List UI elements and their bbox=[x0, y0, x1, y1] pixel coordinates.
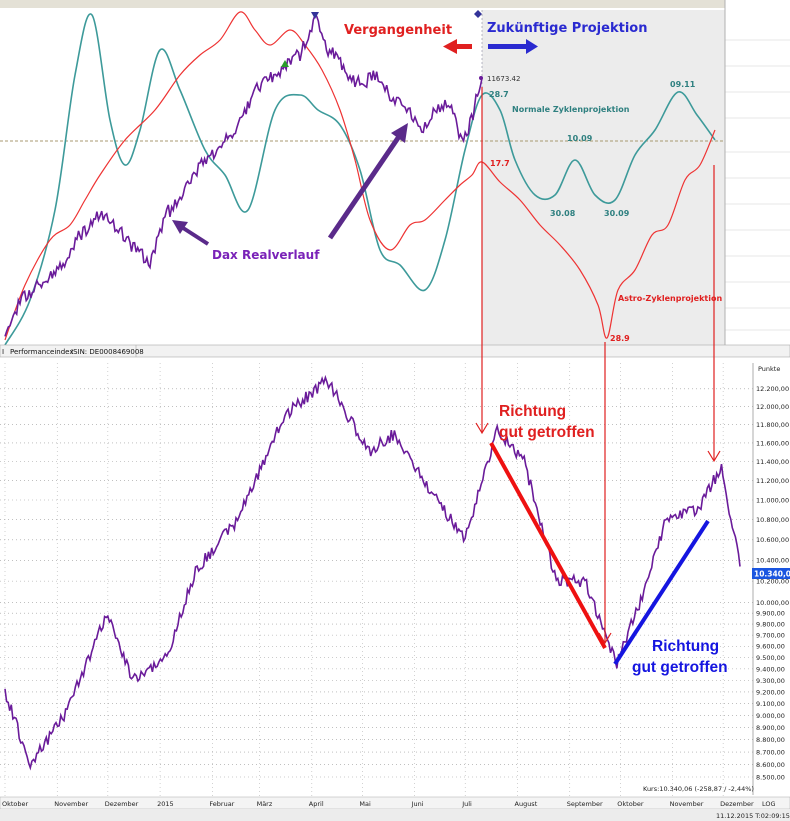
y-tick-label: 9.700,00 bbox=[756, 632, 785, 640]
label-dax-realverlauf: Dax Realverlauf bbox=[212, 248, 320, 262]
last-price-badge: 10.340,06 bbox=[754, 570, 790, 579]
y-axis-units: Punkte bbox=[758, 365, 780, 373]
top-status-strip bbox=[0, 0, 725, 8]
date-label: 28.9 bbox=[610, 334, 630, 343]
connector-arrows bbox=[475, 87, 721, 645]
normal-cycle-series-line bbox=[4, 13, 716, 346]
x-tick-label: Mai bbox=[359, 800, 371, 808]
y-tick-label: 10.000,00 bbox=[756, 599, 789, 607]
past-arrow bbox=[443, 39, 472, 54]
log-label: LOG bbox=[762, 800, 776, 808]
y-tick-label: 8.600,00 bbox=[756, 761, 785, 769]
x-tick-label: Juli bbox=[461, 800, 472, 808]
status-item-index: I bbox=[2, 348, 4, 356]
y-tick-label: 11.200,00 bbox=[756, 477, 789, 485]
annotation-2-line-2: gut getroffen bbox=[632, 659, 728, 676]
date-label: 10.09 bbox=[567, 134, 593, 143]
y-tick-label: 9.200,00 bbox=[756, 688, 785, 696]
y-tick-label: 10.400,00 bbox=[756, 557, 789, 565]
y-tick-label: 10.600,00 bbox=[756, 536, 789, 544]
date-label: 17.7 bbox=[490, 159, 510, 168]
y-tick-label: 9.600,00 bbox=[756, 643, 785, 651]
status-bar bbox=[0, 344, 790, 358]
y-tick-label: 8.700,00 bbox=[756, 748, 785, 756]
y-tick-label: 9.100,00 bbox=[756, 700, 785, 708]
y-tick-label: 11.000,00 bbox=[756, 496, 789, 504]
dax-top-series-line bbox=[4, 13, 483, 337]
last-price-badge-bg bbox=[752, 568, 790, 579]
label-astro-projection: Astro-Zyklenprojektion bbox=[618, 294, 722, 303]
y-tick-label: 11.800,00 bbox=[756, 421, 789, 429]
y-axis: 8.500,00 8.600,00 8.700,00 8.800,00 8.900,00… bbox=[756, 385, 789, 781]
bottom-grid bbox=[0, 363, 753, 797]
x-tick-label: September bbox=[567, 800, 603, 808]
astro-cycle-line bbox=[4, 11, 716, 341]
annotation-1-line-1: Richtung bbox=[499, 403, 566, 420]
x-tick-label: August bbox=[515, 800, 538, 808]
normal-cycle-line bbox=[4, 13, 716, 346]
y-tick-label: 9.900,00 bbox=[756, 610, 785, 618]
y-tick-label: 9.300,00 bbox=[756, 677, 785, 685]
future-arrow bbox=[488, 39, 538, 54]
date-label: 30.08 bbox=[550, 209, 576, 218]
y-tick-label: 12.200,00 bbox=[756, 385, 789, 393]
date-label: 28.7 bbox=[489, 90, 509, 99]
status-item-performance: Performanceindex bbox=[10, 348, 74, 356]
dax-series-line bbox=[4, 374, 741, 771]
y-tick-label: 9.400,00 bbox=[756, 665, 785, 673]
y-tick-label: 12.000,00 bbox=[756, 403, 789, 411]
x-tick-label: Dezember bbox=[720, 800, 754, 808]
x-tick-label: Juni bbox=[411, 800, 424, 808]
annotation-1-line-2: gut getroffen bbox=[499, 424, 595, 441]
y-tick-label: 9.000,00 bbox=[756, 712, 785, 720]
quote-text: Kurs:10.340,06 (-258,87 / -2,44%) bbox=[643, 785, 754, 793]
annotation-2-line-1: Richtung bbox=[652, 638, 719, 655]
top-right-gridlines bbox=[725, 39, 790, 331]
header-future: Zukünftige Projektion bbox=[487, 21, 647, 36]
x-tick-label: November bbox=[670, 800, 704, 808]
x-tick-label: März bbox=[257, 800, 273, 808]
y-tick-label: 8.800,00 bbox=[756, 736, 785, 744]
y-tick-label: 9.800,00 bbox=[756, 621, 785, 629]
dax-pointer-arrows bbox=[172, 123, 408, 246]
x-tick-label: Oktober bbox=[2, 800, 29, 808]
trend-down-line bbox=[489, 442, 607, 649]
astro-cycle-series-line bbox=[4, 11, 716, 341]
x-axis: Oktober November Dezember 2015 Februar März Ap… bbox=[2, 800, 754, 808]
y-tick-label: 9.500,00 bbox=[756, 654, 785, 662]
x-tick-label: November bbox=[54, 800, 88, 808]
dax-top-line bbox=[4, 13, 483, 337]
timestamp: 11.12.2015 T:02:09:15 bbox=[716, 812, 790, 820]
trend-up-line bbox=[613, 519, 710, 666]
top-markers bbox=[281, 10, 483, 80]
label-normal-projection: Normale Zyklenprojektion bbox=[512, 105, 630, 114]
x-tick-label: Februar bbox=[209, 800, 234, 808]
x-tick-label: Oktober bbox=[617, 800, 644, 808]
y-tick-label: 11.600,00 bbox=[756, 439, 789, 447]
x-tick-label: April bbox=[309, 800, 324, 808]
status-item-isin: ISIN: DE0008469008 bbox=[71, 348, 144, 356]
y-tick-label: 8.500,00 bbox=[756, 773, 785, 781]
date-label: 09.11 bbox=[670, 80, 696, 89]
y-tick-label: 8.900,00 bbox=[756, 724, 785, 732]
date-label: 30.09 bbox=[604, 209, 630, 218]
dax-bottom-line bbox=[4, 374, 741, 771]
y-tick-label: 11.400,00 bbox=[756, 458, 789, 466]
header-past: Vergangenheit bbox=[344, 23, 452, 38]
x-tick-label: 2015 bbox=[157, 800, 174, 808]
x-tick-label: Dezember bbox=[105, 800, 139, 808]
y-tick-label: 10.800,00 bbox=[756, 516, 789, 524]
timestamp-bar bbox=[0, 809, 790, 821]
y-tick-label: 10.200,00 bbox=[756, 578, 789, 586]
value-marker-label: 11673.42 bbox=[487, 75, 520, 83]
